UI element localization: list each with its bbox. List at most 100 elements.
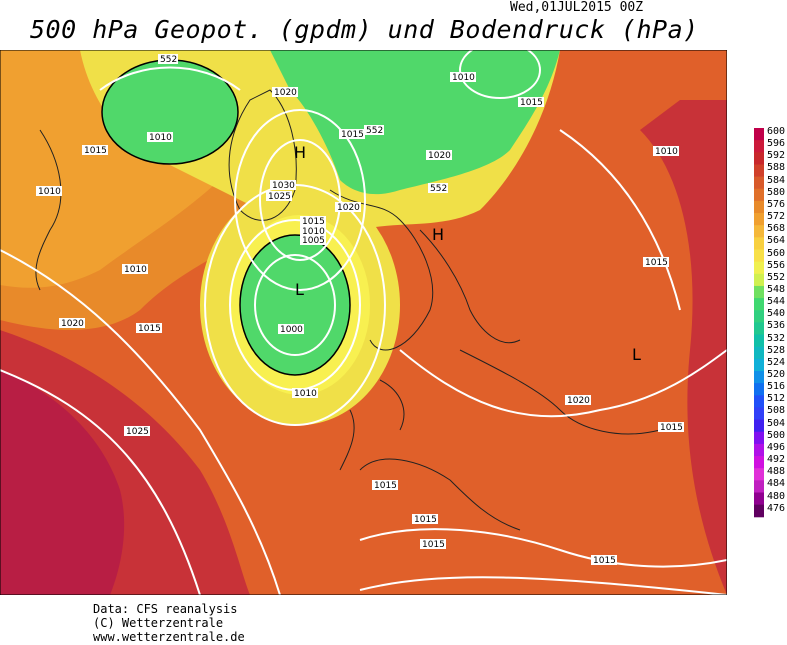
legend-tick-label: 592 <box>767 150 786 162</box>
svg-text:1020: 1020 <box>428 151 451 161</box>
isobar-label: 1015 <box>420 539 446 550</box>
isobar-label: 1015 <box>339 129 365 140</box>
legend-tick-label: 572 <box>767 211 786 223</box>
legend-tick-label: 580 <box>767 186 786 198</box>
legend-tick-label: 556 <box>767 259 786 271</box>
legend-tick-label: 600 <box>767 126 786 137</box>
low-greenland <box>101 59 239 165</box>
isobar-label: 1010 <box>653 146 679 157</box>
svg-text:1025: 1025 <box>268 192 291 202</box>
isobar-label: 1010 <box>122 264 148 275</box>
legend-swatch <box>754 480 764 493</box>
legend-swatch <box>754 407 764 421</box>
legend-swatch <box>754 213 764 226</box>
legend-tick-label: 500 <box>767 429 786 441</box>
legend-tick-label: 560 <box>767 247 786 259</box>
legend-swatch <box>754 395 764 408</box>
isobar-label: 1010 <box>147 132 173 143</box>
svg-text:1010: 1010 <box>149 133 172 143</box>
svg-text:1010: 1010 <box>452 73 475 83</box>
svg-text:1020: 1020 <box>337 203 360 213</box>
legend-tick-label: 584 <box>767 174 786 186</box>
legend-tick-label: 496 <box>767 441 786 453</box>
svg-text:1030: 1030 <box>272 181 295 191</box>
legend-tick-label: 540 <box>767 308 786 320</box>
legend-tick-label: 548 <box>767 283 786 295</box>
legend-swatch <box>754 346 764 360</box>
isobar-label: 1015 <box>518 97 544 108</box>
isobar-label: 1025 <box>266 191 292 202</box>
legend-tick-label: 568 <box>767 223 786 235</box>
legend-tick-label: 544 <box>767 296 786 308</box>
svg-text:1015: 1015 <box>84 146 107 156</box>
legend-swatch <box>754 128 764 141</box>
svg-text:1015: 1015 <box>414 515 437 525</box>
isobar-label: 1015 <box>643 257 669 268</box>
isobar-label: 1010 <box>292 388 318 399</box>
svg-text:1010: 1010 <box>294 389 317 399</box>
legend-tick-label: 484 <box>767 478 786 490</box>
legend-swatch <box>754 322 764 336</box>
svg-text:1000: 1000 <box>280 325 303 335</box>
isobar-label: 1010 <box>300 226 326 237</box>
weather-map: 552 1010 1015 1020 1010 1015 1015 552 10… <box>0 50 727 595</box>
legend-swatch <box>754 443 764 457</box>
valid-date: Wed,01JUL2015 00Z <box>510 0 644 15</box>
isobar-label: 1020 <box>59 318 85 329</box>
isobar-label: 1010 <box>450 72 476 83</box>
svg-text:552: 552 <box>160 55 177 65</box>
website-link[interactable]: www.wetterzentrale.de <box>93 630 245 644</box>
legend-swatch <box>754 164 764 178</box>
isobar-label: 1015 <box>136 323 162 334</box>
legend-swatch <box>754 140 764 153</box>
color-legend-bar <box>754 128 764 518</box>
isobar-label: 1015 <box>412 514 438 525</box>
legend-tick-label: 476 <box>767 502 786 514</box>
legend-swatch <box>754 310 764 323</box>
data-source: Data: CFS reanalysis <box>93 602 238 616</box>
svg-text:1020: 1020 <box>567 396 590 406</box>
legend-swatch <box>754 152 764 165</box>
legend-tick-label: 492 <box>767 454 786 466</box>
legend-swatch <box>754 237 764 250</box>
legend-tick-label: 504 <box>767 417 786 429</box>
svg-text:1015: 1015 <box>422 540 445 550</box>
isobar-label: 1015 <box>372 480 398 491</box>
svg-text:1005: 1005 <box>302 236 325 246</box>
legend-swatch <box>754 371 764 384</box>
svg-text:1015: 1015 <box>302 217 325 227</box>
legend-tick-label: 480 <box>767 490 786 502</box>
legend-swatch <box>754 431 764 445</box>
high-center: H <box>294 143 306 162</box>
isobar-label: 1030 <box>270 180 296 191</box>
legend-tick-label: 516 <box>767 381 786 393</box>
high-center: H <box>432 225 444 244</box>
svg-text:1010: 1010 <box>38 187 61 197</box>
legend-swatch <box>754 249 764 263</box>
legend-tick-label: 552 <box>767 271 786 283</box>
isobar-label: 1015 <box>82 145 108 156</box>
legend-swatch <box>754 225 764 238</box>
legend-tick-label: 528 <box>767 344 786 356</box>
svg-text:1015: 1015 <box>645 258 668 268</box>
field-east-592 <box>640 100 727 595</box>
field-596 <box>0 370 125 595</box>
legend-tick-label: 524 <box>767 356 786 368</box>
legend-swatch <box>754 261 764 275</box>
isobar-label: 1020 <box>426 150 452 161</box>
legend-tick-label: 508 <box>767 405 786 417</box>
legend-swatch <box>754 285 764 299</box>
isobar-label: 1015 <box>591 555 617 566</box>
legend-tick-label: 576 <box>767 198 786 210</box>
map-title: 500 hPa Geopot. (gpdm) und Bodendruck (h… <box>30 15 699 44</box>
isobar-label: 1020 <box>335 202 361 213</box>
svg-text:1015: 1015 <box>341 130 364 140</box>
coastlines <box>35 89 661 531</box>
legend-swatch <box>754 298 764 311</box>
legend-tick-label: 512 <box>767 393 786 405</box>
svg-text:1015: 1015 <box>660 423 683 433</box>
svg-text:1010: 1010 <box>124 265 147 275</box>
isobar-label: 1010 <box>36 186 62 197</box>
legend-tick-label: 564 <box>767 235 786 247</box>
svg-text:1020: 1020 <box>274 88 297 98</box>
